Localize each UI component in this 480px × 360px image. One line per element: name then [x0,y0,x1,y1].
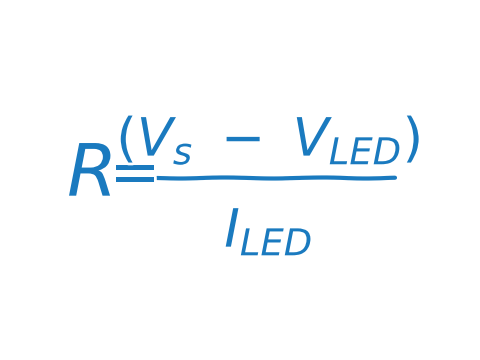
Text: $(V_s\ -\ V_{LED})$: $(V_s\ -\ V_{LED})$ [116,113,420,167]
Text: $I_{LED}$: $I_{LED}$ [224,206,312,258]
Text: $=$: $=$ [97,147,156,206]
Text: $R$: $R$ [67,142,112,211]
